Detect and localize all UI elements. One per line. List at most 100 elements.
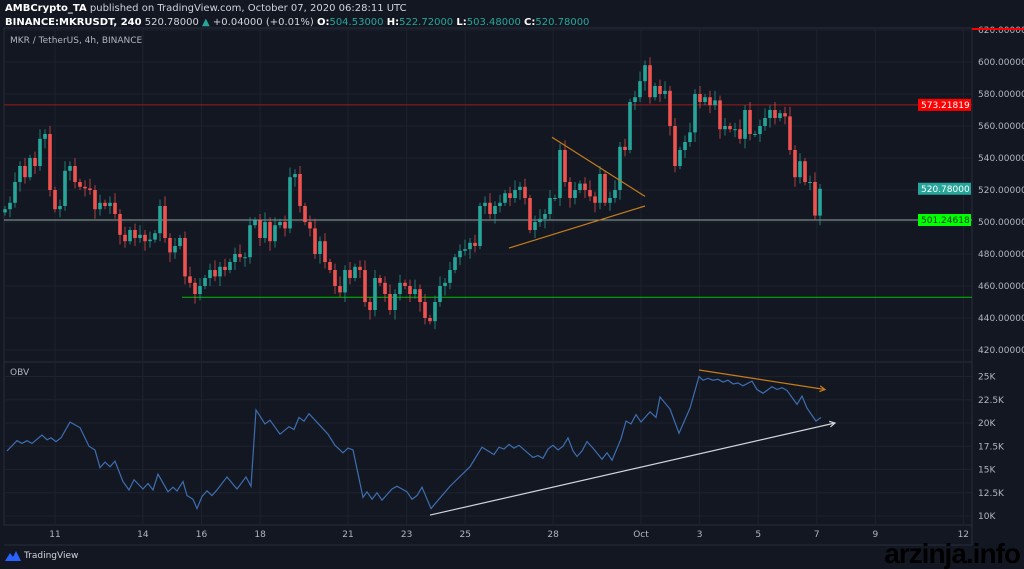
high-label: H: — [386, 17, 400, 28]
candle-body — [323, 241, 327, 262]
published-text: published on TradingView.com, October 07… — [89, 3, 407, 14]
publish-info: AMBCrypto_TA published on TradingView.co… — [5, 3, 407, 15]
candle-body — [188, 276, 192, 283]
candle-body — [233, 254, 237, 262]
tradingview-icon — [5, 551, 21, 561]
candle-body — [513, 190, 517, 198]
candle-body — [628, 102, 632, 150]
price-tick-label: 460.00000 — [978, 282, 1024, 292]
candle-body — [348, 270, 352, 278]
candle-body — [453, 257, 457, 270]
candle-body — [158, 206, 162, 234]
candle-body — [278, 222, 282, 226]
candle-body — [473, 242, 477, 246]
candle-body — [728, 126, 732, 130]
candle-body — [53, 190, 57, 210]
candle-body — [613, 190, 617, 198]
candle-body — [618, 146, 622, 190]
candle-body — [58, 206, 62, 210]
candle-body — [103, 202, 107, 206]
candle-body — [343, 270, 347, 293]
price-tick-label: 520.00000 — [978, 186, 1024, 196]
price-tick-label: 480.00000 — [978, 250, 1024, 260]
candle-body — [738, 129, 742, 139]
candle-body — [138, 234, 142, 238]
candle-body — [448, 270, 452, 283]
x-tick-label: 16 — [196, 530, 208, 540]
symbol-info: BINANCE:MKRUSDT, 240 520.78000 ▲ +0.0400… — [5, 17, 589, 29]
watermark: arzinja.info — [884, 538, 1021, 569]
candle-body — [353, 266, 357, 278]
candle-body — [333, 270, 337, 286]
price-tick-label: 620.00000 — [978, 26, 1024, 36]
candle-body — [193, 282, 197, 294]
low-value: 503.48000 — [466, 17, 521, 28]
candle-body — [623, 146, 627, 150]
candle-body — [293, 174, 297, 178]
x-tick-label: 25 — [459, 530, 470, 540]
candle-body — [743, 110, 747, 139]
candle-body — [423, 302, 427, 318]
candle-body — [543, 214, 547, 219]
candle-body — [663, 90, 667, 94]
candle-body — [383, 282, 387, 294]
candle-body — [88, 188, 92, 190]
candle-body — [798, 161, 802, 178]
candle-body — [783, 113, 787, 117]
candle-body — [413, 289, 417, 294]
x-tick-label: 11 — [49, 530, 60, 540]
price-tick-label: 500.00000 — [978, 218, 1024, 228]
candle-body — [428, 318, 432, 322]
candle-body — [108, 202, 112, 206]
candle-body — [113, 202, 117, 214]
tradingview-logo[interactable]: TradingView — [5, 551, 78, 561]
price-tick-label: 600.00000 — [978, 58, 1024, 68]
candle-body — [153, 233, 157, 240]
candle-body — [118, 214, 122, 235]
candle-body — [653, 86, 657, 98]
candle-body — [133, 230, 137, 238]
x-tick-label: 28 — [547, 530, 559, 540]
candle-body — [273, 225, 277, 242]
candle-body — [313, 228, 317, 254]
candle-body — [708, 97, 712, 106]
low-label: L: — [456, 17, 467, 28]
candle-body — [683, 142, 687, 150]
candle-body — [358, 266, 362, 270]
price-badge-label: 520.78000 — [921, 185, 970, 195]
candle-body — [328, 262, 332, 270]
candle-body — [588, 190, 592, 197]
price-change: +0.04000 (+0.01%) — [212, 17, 314, 28]
x-tick-label: 7 — [814, 530, 820, 540]
close-value: 520.78000 — [535, 17, 590, 28]
publisher-name[interactable]: AMBCrypto_TA — [5, 3, 87, 14]
obv-trendline — [698, 369, 826, 391]
candle-body — [243, 257, 247, 259]
candle-body — [398, 282, 402, 294]
x-tick-label: Oct — [633, 530, 649, 540]
candle-body — [38, 138, 42, 166]
candle-body — [723, 126, 727, 130]
candle-body — [558, 150, 562, 198]
close-label: C: — [524, 17, 536, 28]
candle-body — [523, 186, 527, 198]
candle-body — [573, 190, 577, 198]
triangle-trendline — [551, 136, 646, 197]
candle-body — [703, 97, 707, 102]
candle-body — [788, 116, 792, 150]
x-tick-label: 18 — [254, 530, 266, 540]
price-tick-label: 540.00000 — [978, 154, 1024, 164]
price-badge — [918, 214, 971, 227]
candle-body — [638, 81, 642, 98]
candle-body — [363, 270, 367, 302]
price-badge — [918, 98, 971, 111]
x-tick-label: 3 — [697, 530, 703, 540]
candle-body — [773, 110, 777, 118]
candle-body — [123, 234, 127, 242]
candle-body — [483, 202, 487, 206]
candle-body — [598, 174, 602, 203]
candle-body — [608, 198, 612, 203]
obv-tick-label: 12.5K — [978, 489, 1005, 499]
obv-tick-label: 17.5K — [978, 442, 1005, 452]
